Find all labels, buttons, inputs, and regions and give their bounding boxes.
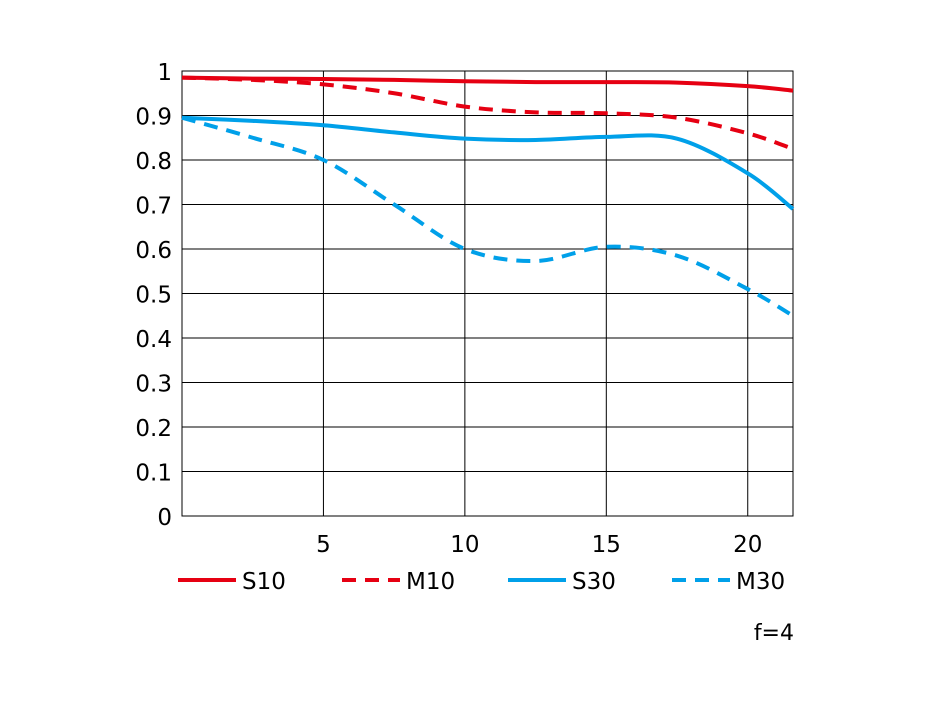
series-line-m30 bbox=[181, 115, 795, 318]
y-tick-label: 0.9 bbox=[135, 105, 172, 131]
x-tick-label: 15 bbox=[592, 532, 621, 558]
y-tick-label: 0.8 bbox=[135, 149, 172, 175]
legend-label-m30: M30 bbox=[736, 569, 785, 595]
aperture-annotation: f=4 bbox=[754, 621, 794, 646]
plot-frame bbox=[181, 70, 794, 517]
y-tick-label: 0.5 bbox=[135, 283, 172, 309]
legend-label-m10: M10 bbox=[406, 569, 455, 595]
series-line-s30 bbox=[181, 115, 795, 211]
legend-label-s30: S30 bbox=[572, 569, 616, 595]
y-tick-label: 0.4 bbox=[135, 327, 172, 353]
y-tick-label: 0.6 bbox=[135, 238, 172, 264]
series-line-m10 bbox=[181, 75, 794, 151]
legend-label-s10: S10 bbox=[242, 569, 286, 595]
y-tick-label: 0.1 bbox=[135, 461, 172, 487]
y-tick-label: 0.3 bbox=[135, 372, 172, 398]
y-tick-label: 0.2 bbox=[135, 416, 172, 442]
legend: S10 M10 S30 M30 bbox=[178, 569, 785, 595]
x-tick-label: 10 bbox=[450, 532, 479, 558]
x-tick-label: 5 bbox=[316, 532, 331, 558]
grid bbox=[181, 70, 794, 517]
tick-labels: 00.10.20.30.40.50.60.70.80.915 10 15 20 bbox=[135, 60, 762, 558]
x-tick-label: 20 bbox=[733, 532, 762, 558]
y-tick-label: 0.7 bbox=[135, 194, 172, 220]
y-tick-label: 1 bbox=[157, 60, 172, 86]
series-lines bbox=[181, 75, 795, 318]
series-line-s10 bbox=[181, 75, 794, 93]
y-tick-label: 0 bbox=[157, 505, 172, 531]
